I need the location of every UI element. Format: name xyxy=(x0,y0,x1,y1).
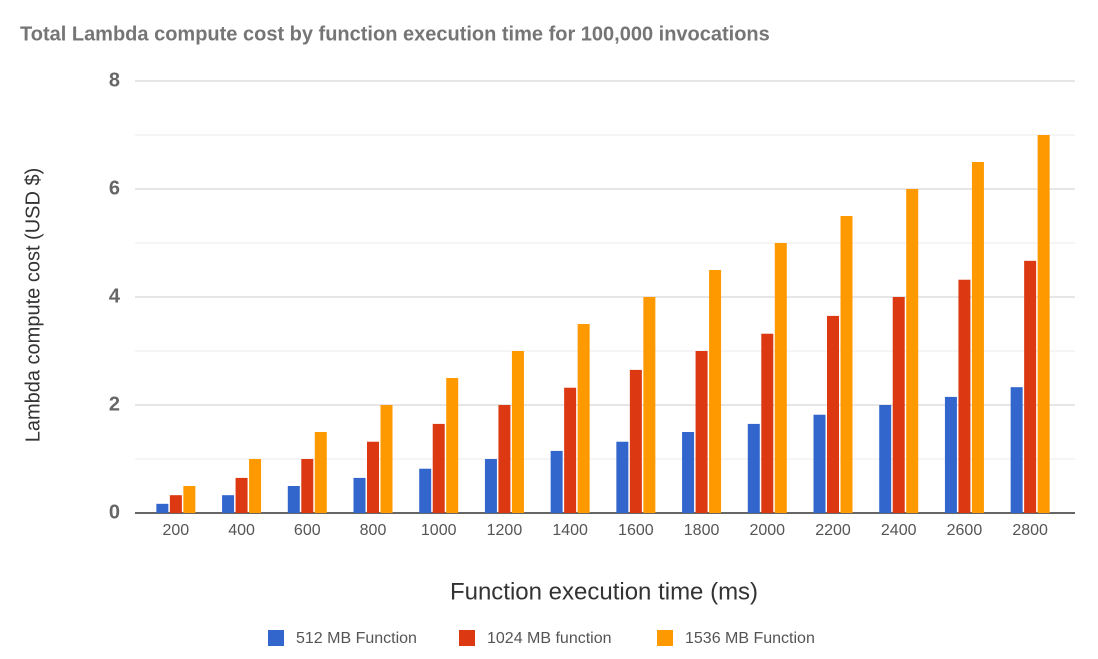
y-tick-label: 0 xyxy=(109,501,120,523)
bar xyxy=(643,297,656,513)
bar xyxy=(958,279,971,513)
bar xyxy=(682,432,695,513)
bar xyxy=(813,414,826,513)
bar xyxy=(747,423,760,513)
legend-swatch xyxy=(657,630,673,646)
bar xyxy=(169,495,182,513)
bar xyxy=(380,405,393,513)
y-tick-label: 6 xyxy=(109,177,120,199)
bar xyxy=(774,243,787,513)
bar xyxy=(222,495,235,513)
bar xyxy=(235,477,248,513)
bar xyxy=(1010,387,1023,513)
chart-title: Total Lambda compute cost by function ex… xyxy=(20,23,770,45)
bar xyxy=(1037,135,1050,513)
x-tick-label: 1400 xyxy=(552,522,588,539)
bar xyxy=(695,351,708,513)
bar xyxy=(353,477,366,513)
bar xyxy=(892,297,905,513)
x-tick-label: 1800 xyxy=(684,522,720,539)
bar xyxy=(550,450,563,513)
bar xyxy=(709,270,722,513)
bar xyxy=(840,216,853,513)
y-tick-label: 2 xyxy=(109,393,120,415)
x-tick-label: 2000 xyxy=(749,522,785,539)
y-axis-title: Lambda compute cost (USD $) xyxy=(22,168,44,443)
bar xyxy=(577,324,590,513)
bar xyxy=(249,459,262,513)
bar xyxy=(183,486,196,513)
bar xyxy=(564,387,577,513)
bar xyxy=(511,351,524,513)
x-tick-label: 800 xyxy=(360,522,387,539)
bar xyxy=(616,441,629,513)
x-tick-label: 2200 xyxy=(815,522,851,539)
x-tick-label: 1600 xyxy=(618,522,654,539)
bar xyxy=(367,441,379,513)
x-tick-label: 1200 xyxy=(487,522,523,539)
bar xyxy=(156,503,169,513)
bar xyxy=(629,369,642,513)
bar xyxy=(498,405,511,513)
bar xyxy=(879,405,892,513)
bar xyxy=(971,162,984,513)
bar xyxy=(906,189,919,513)
bar xyxy=(301,459,314,513)
bar xyxy=(827,315,839,513)
legend-swatch xyxy=(268,630,284,646)
y-tick-label: 4 xyxy=(109,285,121,307)
bar xyxy=(944,396,957,513)
bar xyxy=(484,459,497,513)
x-tick-label: 400 xyxy=(228,522,255,539)
x-tick-label: 2400 xyxy=(881,522,917,539)
x-tick-label: 2800 xyxy=(1012,522,1048,539)
x-tick-label: 1000 xyxy=(421,522,457,539)
legend-label: 1024 MB function xyxy=(487,630,612,647)
legend-label: 1536 MB Function xyxy=(685,630,815,647)
y-tick-label: 8 xyxy=(109,69,120,91)
x-tick-label: 200 xyxy=(163,522,190,539)
legend-label: 512 MB Function xyxy=(296,630,417,647)
x-tick-label: 2600 xyxy=(947,522,983,539)
bar xyxy=(287,486,300,513)
bar xyxy=(432,423,445,513)
bar xyxy=(419,468,432,513)
bar xyxy=(446,378,459,513)
bar xyxy=(761,333,774,513)
legend-swatch xyxy=(459,630,475,646)
bar xyxy=(1024,260,1037,513)
bar xyxy=(314,432,327,513)
x-axis-title: Function execution time (ms) xyxy=(450,578,758,605)
x-tick-label: 600 xyxy=(294,522,321,539)
